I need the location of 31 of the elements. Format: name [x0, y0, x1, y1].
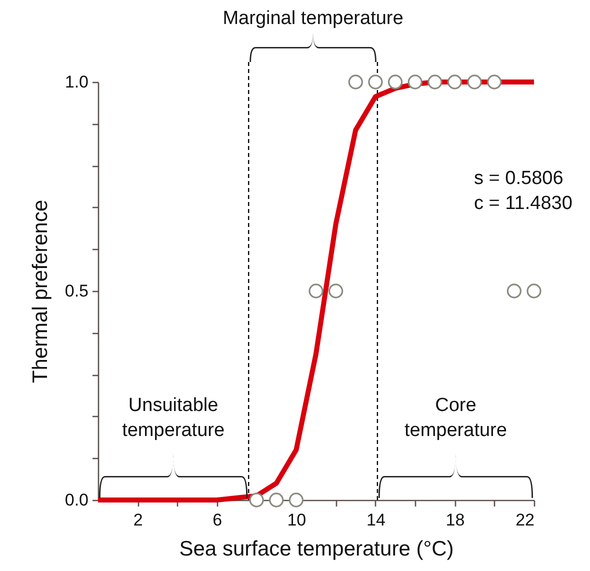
point — [308, 284, 324, 298]
x-tick-label: 2 — [133, 510, 143, 530]
point — [526, 284, 542, 298]
point — [388, 74, 403, 90]
point — [328, 284, 344, 298]
annotation: Unsuitable temperature — [122, 395, 225, 441]
point — [467, 74, 482, 90]
point — [408, 74, 422, 90]
point — [447, 74, 462, 90]
annotation: Core temperature — [404, 395, 507, 441]
point — [348, 74, 363, 90]
point — [428, 74, 442, 90]
point — [368, 74, 383, 90]
text: Marginal temperature — [222, 8, 404, 29]
x-tick-label: 18 — [446, 510, 465, 530]
x-tick-label: 22 — [516, 510, 534, 530]
x-tick-label: 14 — [366, 510, 386, 530]
x-tick-label: 6 — [212, 510, 222, 530]
y-tick-label: 0.5 — [64, 282, 88, 300]
point — [288, 492, 304, 508]
y-axis-title: Thermal preference — [28, 200, 52, 384]
point — [506, 284, 522, 298]
annotation: s = 0.5806 — [474, 168, 564, 189]
x-tick-label: 10 — [287, 510, 306, 530]
point — [487, 74, 502, 90]
point — [249, 492, 264, 508]
annotation: c = 11.4830 — [474, 193, 572, 214]
y-tick-label: 1.0 — [64, 72, 88, 92]
point — [269, 492, 284, 508]
x-axis-title: Sea surface temperature (°C) — [179, 538, 454, 560]
y-tick-label: 0.0 — [64, 490, 88, 510]
